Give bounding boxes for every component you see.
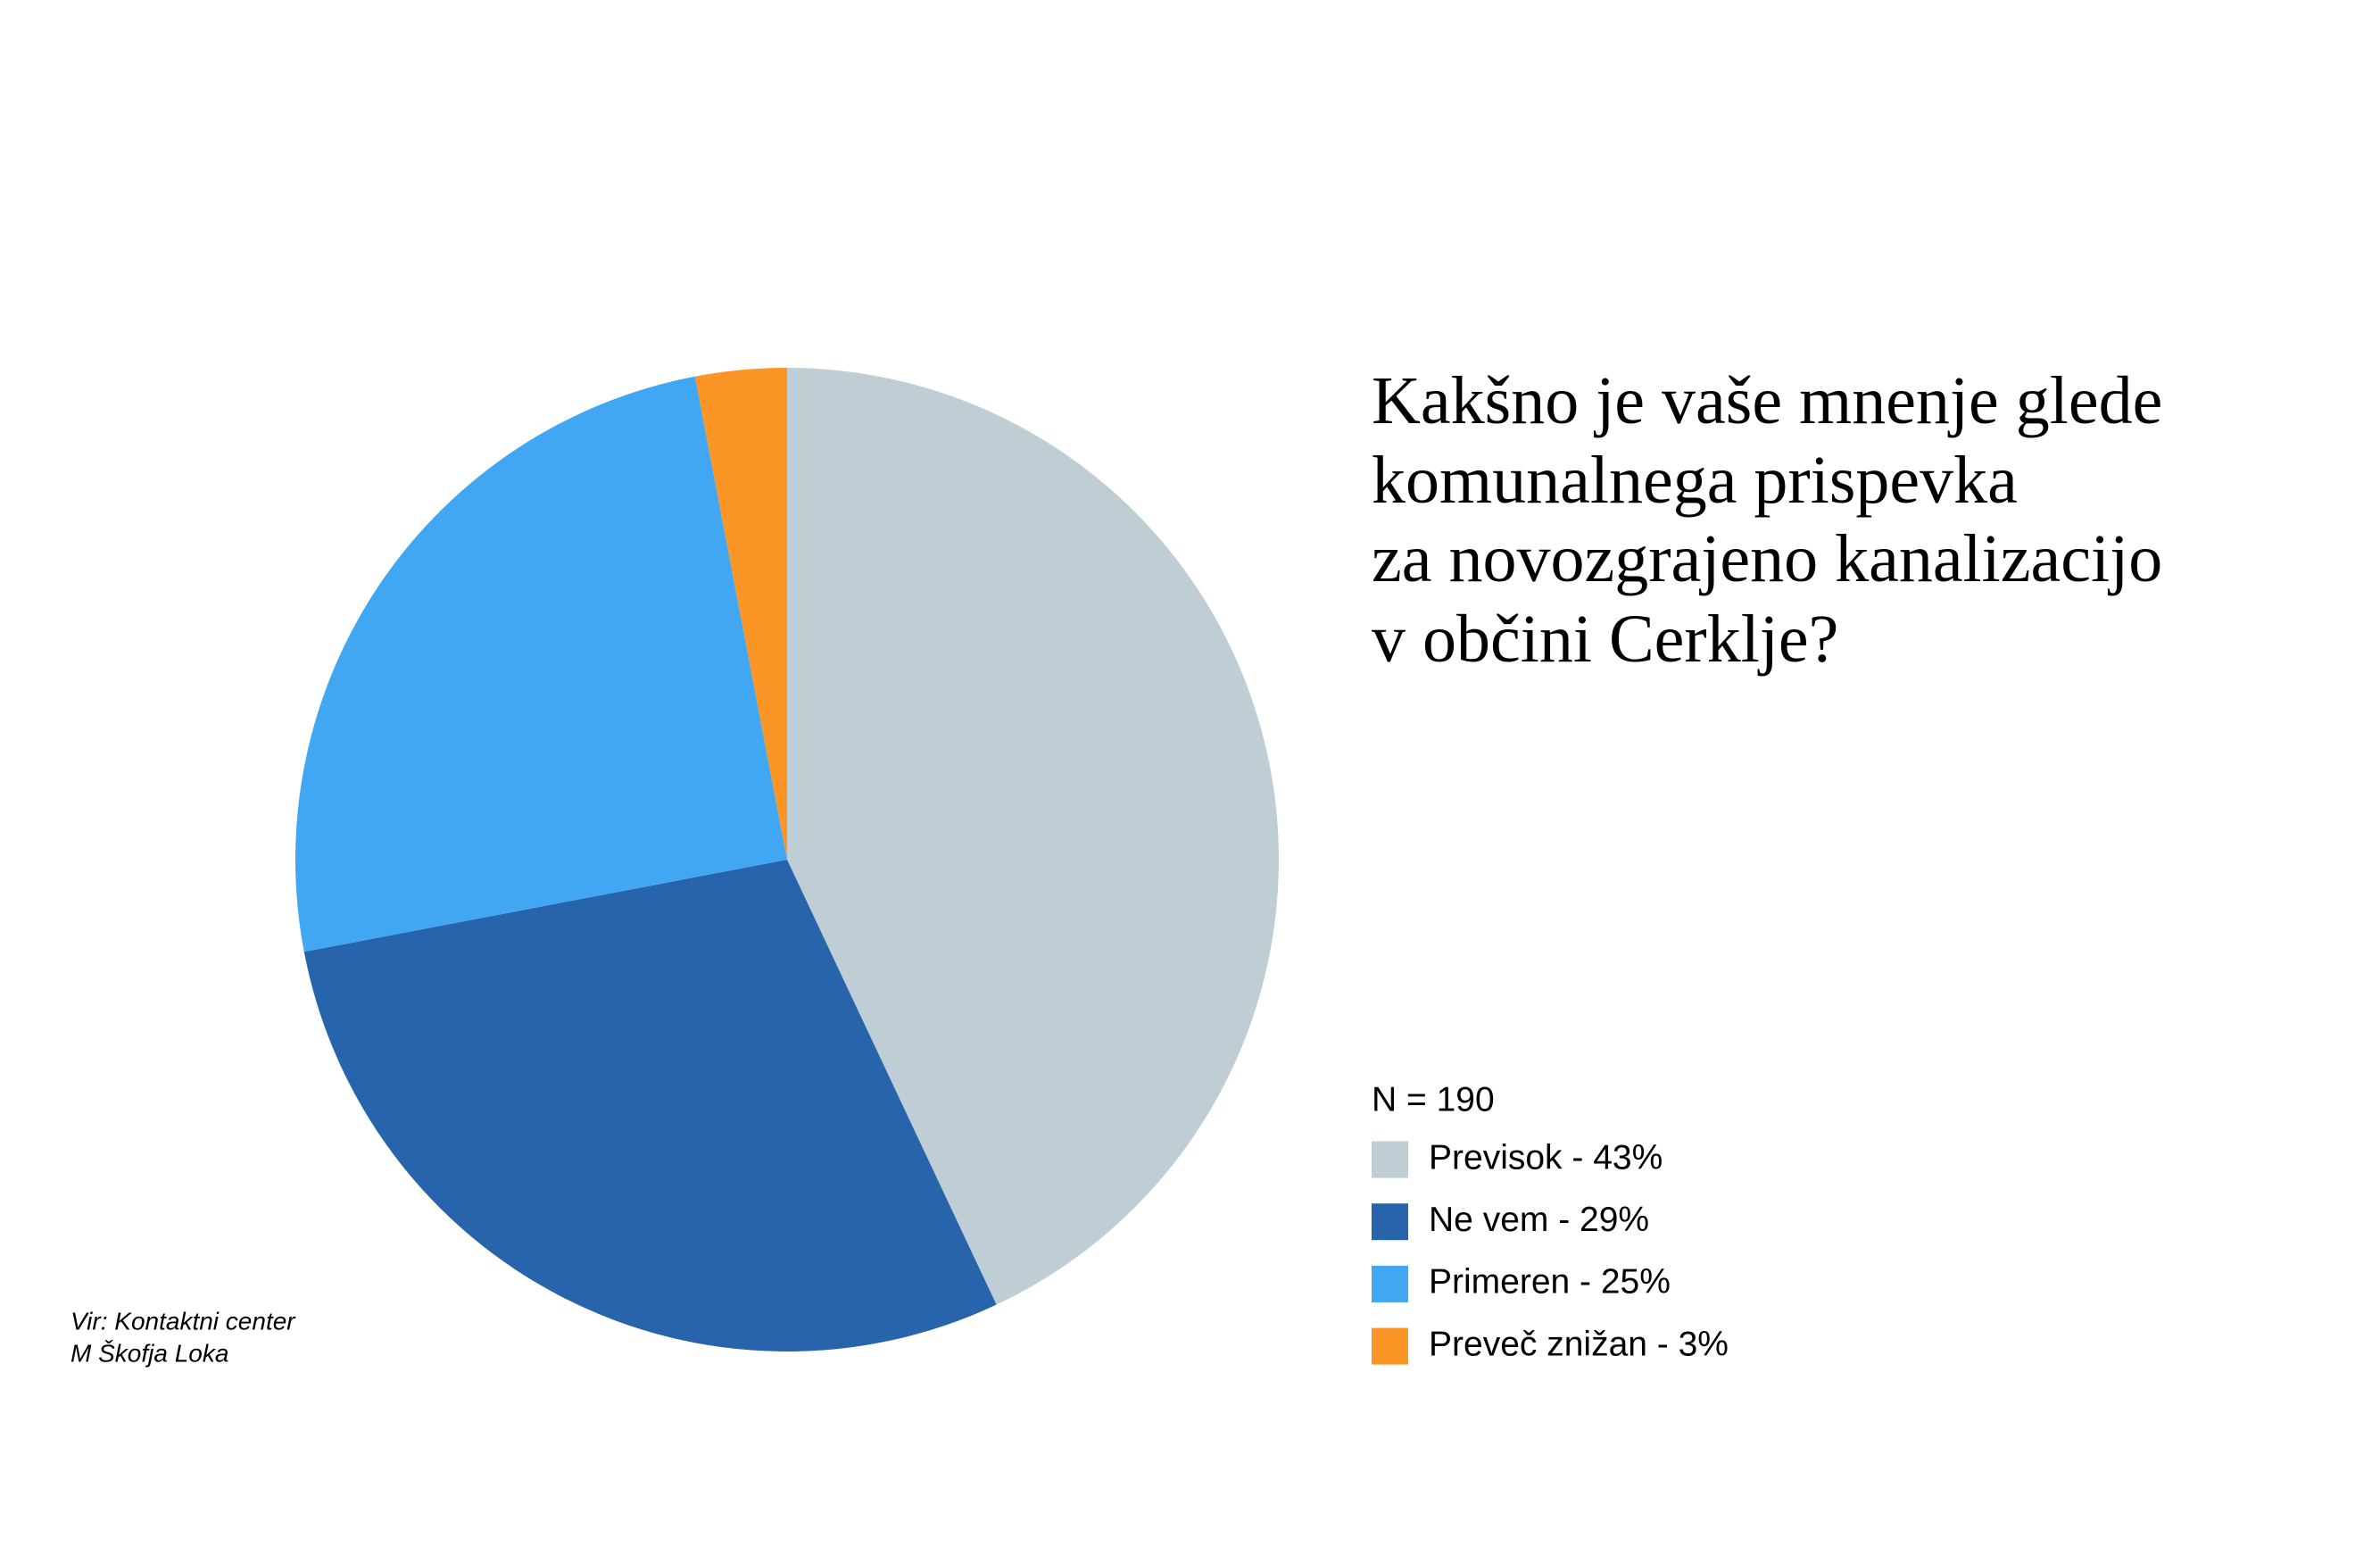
legend-label: Previsok - 43%: [1429, 1138, 1663, 1177]
legend-label: Preveč znižan - 3%: [1429, 1325, 1729, 1363]
chart-title: komunalnega prispevka: [1372, 443, 2018, 518]
legend-swatch: [1372, 1203, 1408, 1241]
pie: [295, 368, 1279, 1352]
source-note: Vir: Kontaktni center: [70, 1307, 296, 1335]
pie-slice: [694, 368, 787, 860]
pie-slice: [303, 860, 997, 1352]
pie-slice: [787, 368, 1279, 1305]
sample-size-note: N = 190: [1372, 1080, 1495, 1119]
chart-title: za novozgrajeno kanalizacijo: [1372, 521, 2162, 596]
legend-label: Ne vem - 29%: [1429, 1201, 1649, 1239]
chart-title: Kakšno je vaše mnenje glede: [1372, 363, 2162, 438]
legend-swatch: [1372, 1265, 1408, 1302]
legend-label: Primeren - 25%: [1429, 1263, 1671, 1302]
pie-slice: [295, 376, 787, 952]
legend-swatch: [1372, 1141, 1408, 1178]
legend-swatch: [1372, 1327, 1408, 1365]
chart-title: v občini Cerklje?: [1372, 602, 1838, 677]
source-note: M Škofja Loka: [70, 1339, 228, 1367]
